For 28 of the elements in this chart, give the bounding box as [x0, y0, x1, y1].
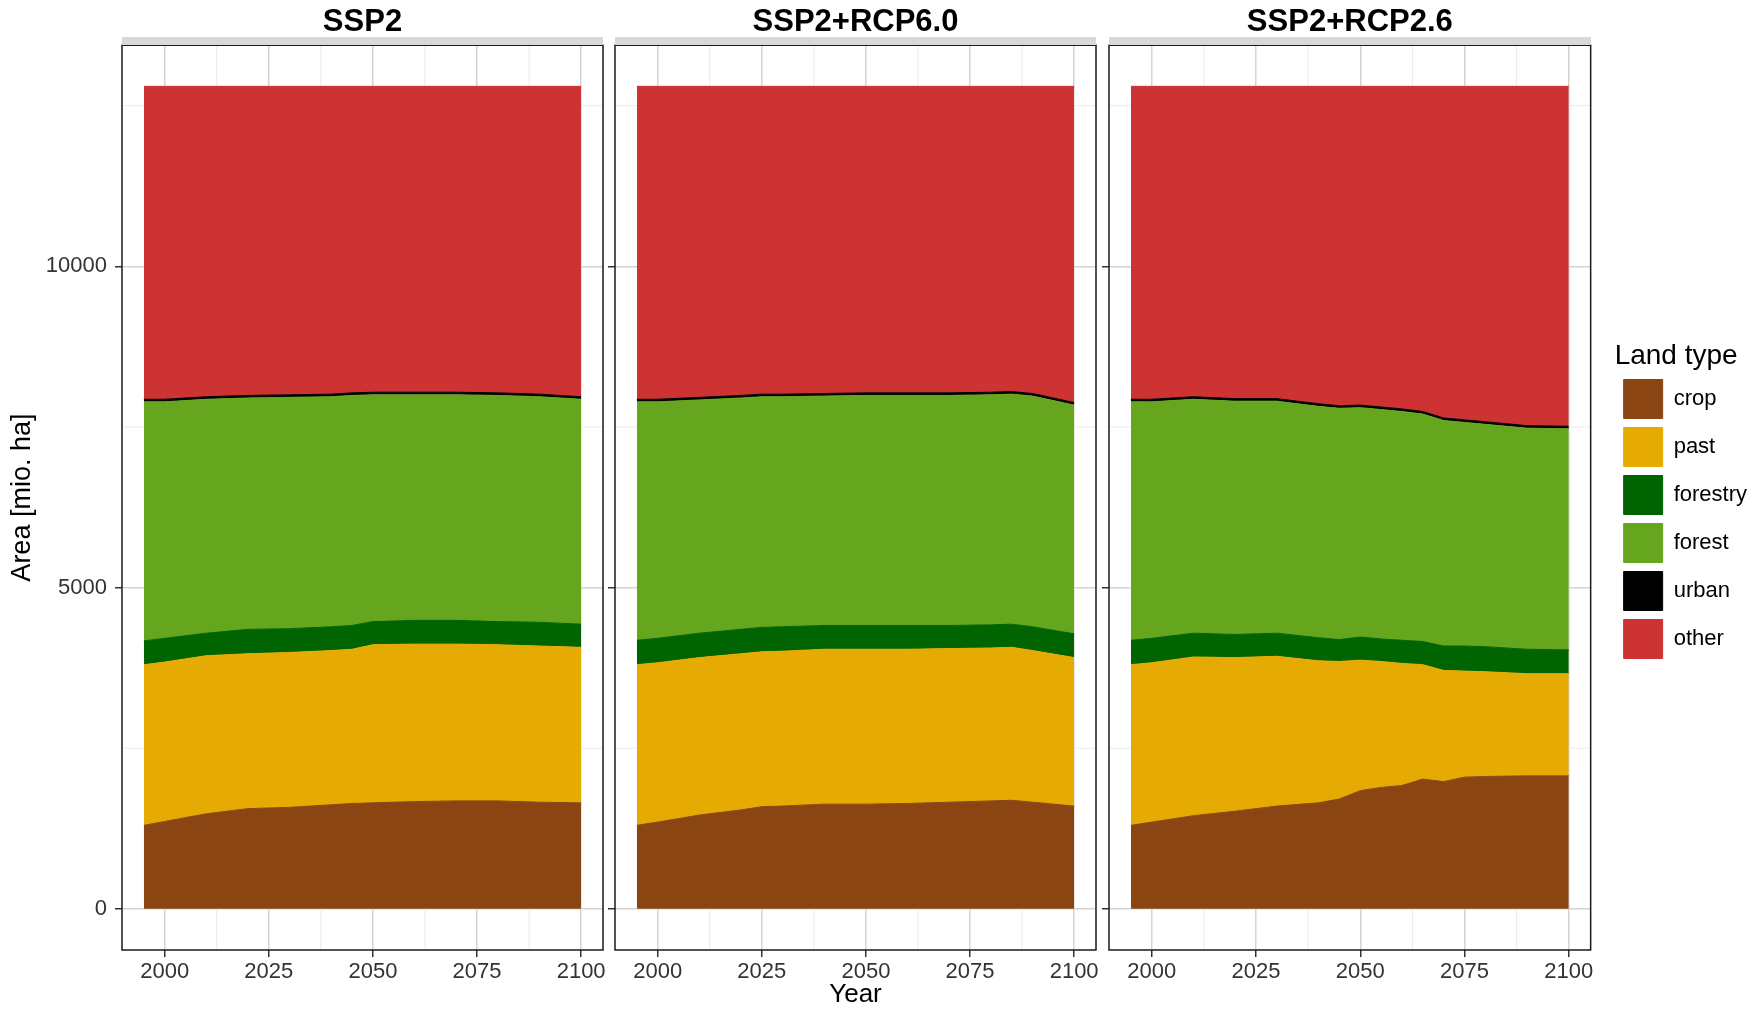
- legend-label: crop: [1673, 385, 1717, 411]
- x-tick-label: 2100: [556, 958, 606, 984]
- x-tick-label: 2000: [1127, 958, 1177, 984]
- x-tick-label: 2100: [1049, 958, 1099, 984]
- x-tick-label: 2100: [1544, 958, 1594, 984]
- x-tick-label: 2025: [1231, 958, 1281, 984]
- legend-label: forest: [1673, 529, 1729, 555]
- x-tick-label: 2025: [244, 958, 294, 984]
- chart-title: SSP2+RCP2.6: [1246, 3, 1453, 39]
- x-tick-label: 2075: [452, 958, 502, 984]
- x-tick-label: 2000: [633, 958, 683, 984]
- y-tick-label: 5000: [58, 573, 107, 599]
- y-tick-label: 10000: [45, 252, 107, 278]
- legend-label: past: [1673, 433, 1716, 459]
- x-tick-label: 2000: [140, 958, 190, 984]
- legend-label: forestry: [1673, 481, 1748, 507]
- chart-title: SSP2+RCP6.0: [752, 3, 959, 39]
- x-tick-label: 2050: [1335, 958, 1385, 984]
- y-tick-label: 0: [94, 894, 107, 920]
- legend-label: other: [1673, 625, 1724, 651]
- y-axis-title: Area [mio. ha]: [5, 413, 36, 582]
- x-tick-label: 2075: [945, 958, 995, 984]
- legend-title: Land type: [1614, 339, 1738, 371]
- x-tick-label: 2050: [348, 958, 398, 984]
- x-tick-label: 2075: [1440, 958, 1489, 984]
- x-tick-label: 2025: [737, 958, 787, 984]
- legend-label: urban: [1673, 577, 1730, 603]
- chart-title: SSP2: [322, 3, 403, 39]
